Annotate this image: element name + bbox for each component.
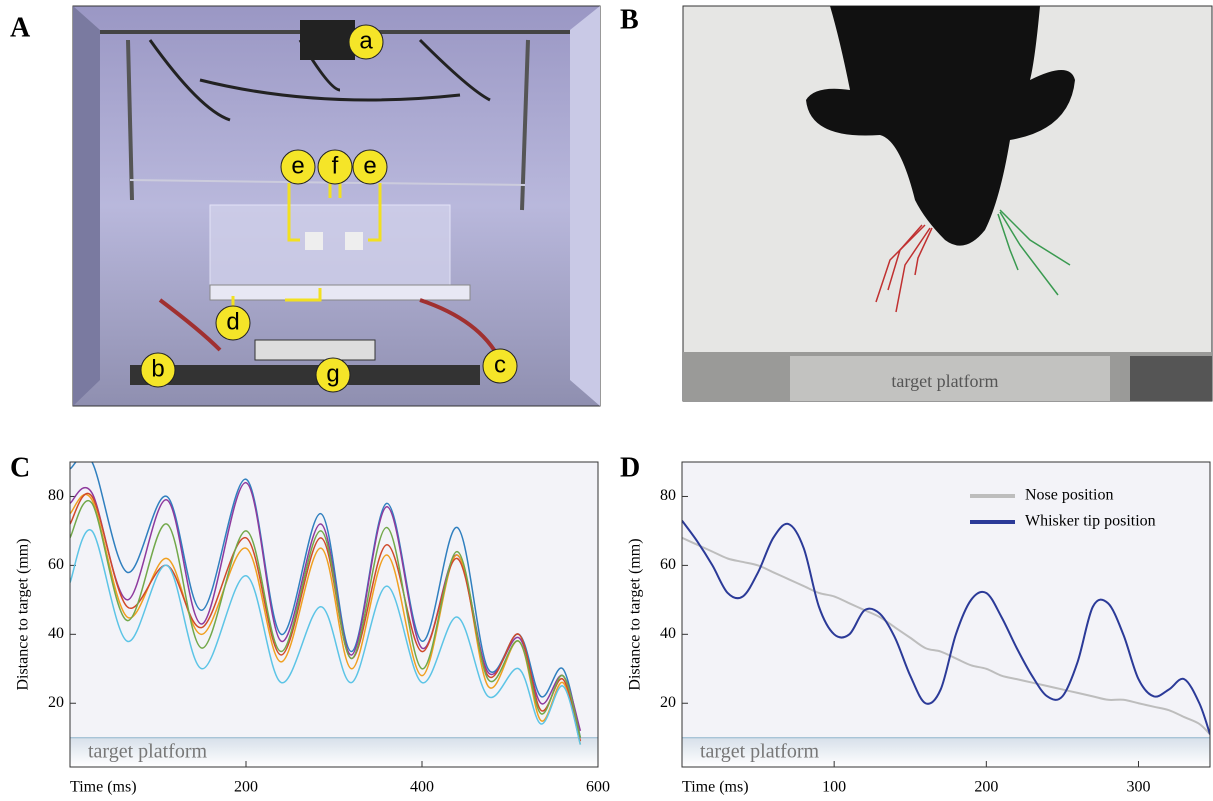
photo-a: a b c d e f e g [72,5,601,407]
photo-label: e [291,152,304,179]
plot-frame [69,461,599,768]
photo-label: e [363,152,376,179]
y-axis-label: Distance to target (mm) [15,538,32,690]
photo-label: g [326,360,339,387]
platform-label: target platform [88,740,207,762]
legend-label: Whisker tip position [1025,513,1156,530]
y-tick-label: 20 [48,694,64,711]
panel-label: D [620,452,640,483]
panel-label: A [10,12,31,43]
panel-label: C [10,452,30,483]
y-tick-label: 60 [660,556,676,573]
y-tick-label: 80 [48,487,64,504]
photo-label: f [332,152,339,179]
x-tick-label: 200 [974,779,998,796]
x-tick-label: 200 [234,779,258,796]
data-line [70,529,582,745]
x-tick-label: 100 [822,779,846,796]
y-tick-label: 60 [48,556,64,573]
y-axis-label: Distance to target (mm) [627,538,644,690]
photo-label: d [226,308,239,335]
photo-label: b [151,355,164,382]
legend-label: Nose position [1025,487,1113,504]
plot-frame [681,461,1211,768]
photo-annotation: target platform [891,371,998,391]
photo-label: a [359,27,373,54]
y-tick-label: 40 [660,625,676,642]
panel-label: B [620,4,639,35]
plot-area [682,462,1210,767]
data-line [682,536,1210,735]
photo-label: c [494,351,506,378]
x-tick-label: 400 [410,779,434,796]
y-tick-label: 80 [660,487,676,504]
x-axis-label: Time (ms) [682,779,749,796]
photo-b: target platform [682,5,1213,402]
platform [70,737,598,767]
y-tick-label: 40 [48,625,64,642]
platform-label: target platform [700,740,819,762]
data-line [682,519,1210,735]
plot-area [70,462,598,767]
data-line [70,499,582,738]
y-tick-label: 20 [660,694,676,711]
x-tick-label: 300 [1126,779,1150,796]
x-axis-label: Time (ms) [70,779,137,796]
platform [682,737,1210,767]
x-tick-label: 600 [586,779,610,796]
